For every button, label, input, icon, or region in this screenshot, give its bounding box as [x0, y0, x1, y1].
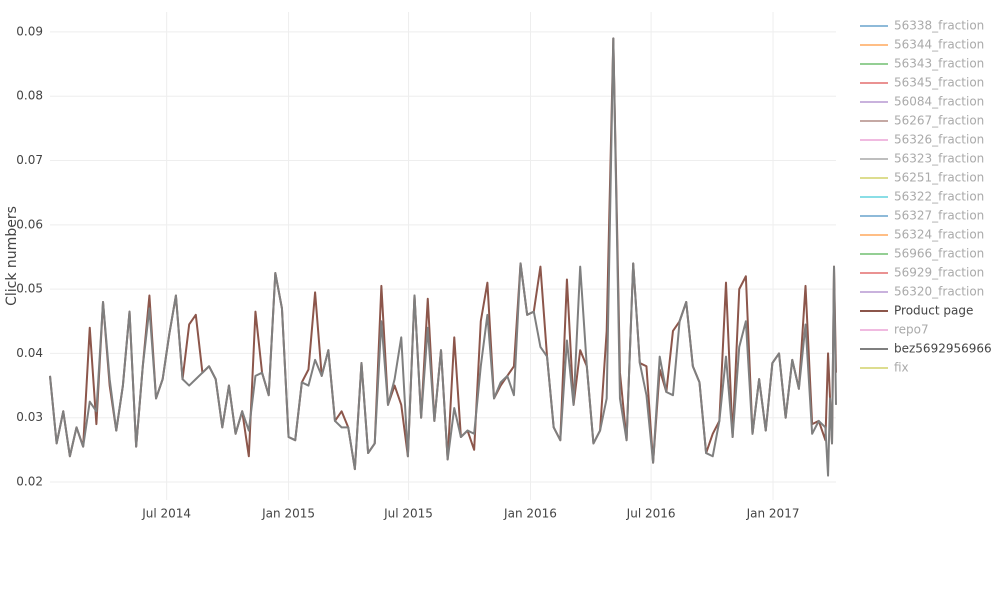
legend-label[interactable]: 56327_fraction: [894, 209, 984, 223]
legend-label[interactable]: 56326_fraction: [894, 133, 984, 147]
x-tick-label: Jan 2016: [503, 507, 557, 521]
x-tick-label: Jul 2015: [383, 507, 433, 521]
y-tick-label: 0.08: [16, 89, 43, 103]
legend-label[interactable]: 56251_fraction: [894, 171, 984, 185]
data-line: [49, 37, 837, 477]
legend-label[interactable]: 56344_fraction: [894, 38, 984, 52]
y-tick-label: 0.07: [16, 153, 43, 167]
legend-label[interactable]: 56320_fraction: [894, 285, 984, 299]
legend-label[interactable]: 56267_fraction: [894, 114, 984, 128]
y-tick-label: 0.02: [16, 474, 43, 488]
legend-label[interactable]: Product page: [894, 304, 973, 318]
y-tick-label: 0.06: [16, 217, 43, 231]
y-tick-label: 0.04: [16, 346, 43, 360]
legend-label[interactable]: 56324_fraction: [894, 228, 984, 242]
legend-label[interactable]: repo7: [894, 323, 929, 337]
y-tick-label: 0.03: [16, 410, 43, 424]
x-tick-label: Jan 2017: [746, 507, 800, 521]
y-tick-label: 0.09: [16, 24, 43, 38]
x-tick-label: Jul 2016: [626, 507, 676, 521]
legend-label[interactable]: bez5692956966: [894, 342, 992, 356]
legend-label[interactable]: 56345_fraction: [894, 76, 984, 90]
legend-label[interactable]: 56084_fraction: [894, 95, 984, 109]
y-tick-label: 0.05: [16, 282, 43, 296]
legend-label[interactable]: 56343_fraction: [894, 57, 984, 71]
x-tick-label: Jan 2015: [261, 507, 315, 521]
x-tick-label: Jul 2014: [141, 507, 191, 521]
legend-label[interactable]: fix: [894, 361, 909, 375]
legend-label[interactable]: 56323_fraction: [894, 152, 984, 166]
data-line: [49, 37, 837, 471]
legend-label[interactable]: 56322_fraction: [894, 190, 984, 204]
legend-label[interactable]: 56338_fraction: [894, 19, 984, 33]
legend-label[interactable]: 56929_fraction: [894, 266, 984, 280]
legend-label[interactable]: 56966_fraction: [894, 247, 984, 261]
y-axis-title: Click numbers: [4, 206, 20, 306]
